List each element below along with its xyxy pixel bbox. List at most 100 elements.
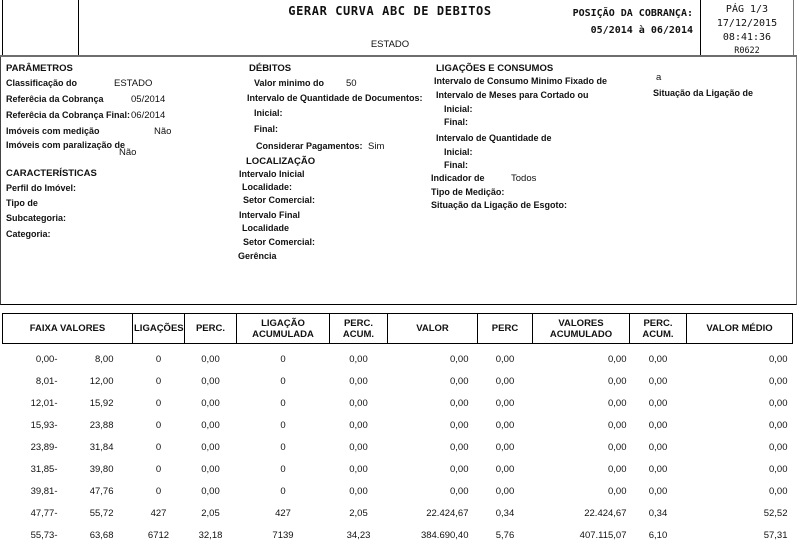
cell: 0,00 bbox=[608, 441, 627, 453]
section-ligacoes: LIGAÇÕES E CONSUMOS bbox=[436, 63, 554, 74]
field-meses-inicial-label: Inicial: bbox=[444, 104, 473, 114]
cell: 0,00 bbox=[648, 419, 668, 431]
cell: 0 bbox=[155, 397, 162, 409]
cell: 0,00 bbox=[201, 463, 220, 475]
cell-faixa-valores: 0,00- 8,00 bbox=[35, 353, 114, 365]
field-pagamentos-value: Sim bbox=[368, 141, 385, 152]
field-classificacao-value: ESTADO bbox=[114, 78, 153, 89]
field-consumo-minimo-value: a bbox=[656, 72, 662, 83]
cell: 0,00 bbox=[495, 485, 515, 497]
cell: 0,00 bbox=[349, 397, 368, 409]
table-row: 39,81- 47,76 0 0,00 0 0,00 0,00 0,00 0,00 0,00 0,0… bbox=[3, 483, 793, 505]
field-pagamentos: Considerar Pagamentos: Sim bbox=[238, 141, 429, 152]
cell: 0,00 bbox=[495, 441, 515, 453]
parametros-column: PARÂMETROS Classificação do ESTADO Refer… bbox=[6, 57, 238, 304]
col-header-perc2: PERC bbox=[477, 313, 533, 344]
field-indicador-value: Todos bbox=[511, 173, 537, 184]
col-header-perc: PERC. bbox=[184, 313, 237, 344]
ligacoes-column: LIGAÇÕES E CONSUMOS Intervalo de Consumo… bbox=[429, 57, 669, 304]
cell: 6712 bbox=[147, 529, 170, 541]
field-meses-cortado-label: Intervalo de Meses para Cortado ou bbox=[436, 90, 589, 100]
report-subtitle: ESTADO bbox=[370, 39, 410, 50]
cell: 0 bbox=[280, 419, 286, 431]
cell: 0,00 bbox=[495, 375, 515, 387]
debitos-column: DÉBITOS Valor minimo do 50 Intervalo de … bbox=[238, 57, 429, 304]
cell: 0,00 bbox=[201, 419, 220, 431]
cell: 0 bbox=[155, 441, 162, 453]
report-time: 08:41:36 bbox=[722, 32, 772, 43]
table-row: 55,73- 63,68 6712 32,18 7139 34,23 384.690,40 5… bbox=[3, 527, 793, 549]
cell: 0 bbox=[280, 397, 286, 409]
field-classificacao: Classificação do ESTADO bbox=[6, 78, 238, 89]
cell: 0,00 bbox=[769, 419, 788, 431]
cell: 0,00 bbox=[648, 485, 668, 497]
cell-faixa-valores: 12,01- 15,92 bbox=[30, 397, 114, 409]
cell: 0,00 bbox=[648, 375, 668, 387]
field-referencia-label: Referêcia da Cobrança bbox=[6, 94, 104, 104]
cell: 0,00 bbox=[450, 463, 469, 475]
field-situacao-ligacao-label: Situação da Ligação de bbox=[653, 88, 754, 98]
billing-position-block: POSIÇÃO DA COBRANÇA: 05/2014 à 06/2014 bbox=[573, 5, 693, 39]
cell: 0,00 bbox=[450, 419, 469, 431]
cell: 0,00 bbox=[648, 353, 668, 365]
cell-faixa-valores: 55,73- 63,68 bbox=[30, 529, 114, 541]
col-header-ligacao-acumulada: LIGAÇÃO ACUMULADA bbox=[236, 313, 330, 344]
field-referencia-final: Referêcia da Cobrança Final: 06/2014 bbox=[6, 110, 238, 121]
col-header-valor-medio: VALOR MÉDIO bbox=[686, 313, 793, 344]
field-intervalo-qtd-label: Intervalo de Quantidade de bbox=[436, 133, 552, 143]
field-qtd-final-label: Final: bbox=[444, 160, 468, 170]
field-meses-final-label: Final: bbox=[444, 117, 468, 127]
cell: 0,00 bbox=[608, 353, 627, 365]
cell: 0,00 bbox=[201, 441, 220, 453]
cell: 0,00 bbox=[349, 353, 368, 365]
cell: 427 bbox=[275, 507, 291, 519]
cell: 32,18 bbox=[198, 529, 223, 541]
cell: 0,00 bbox=[608, 375, 627, 387]
field-localidade-label: Localidade: bbox=[242, 182, 293, 192]
field-referencia-final-label: Referêcia da Cobrança Final: bbox=[6, 110, 131, 120]
field-medicao-value: Não bbox=[154, 126, 172, 137]
field-docs-inicial-label: Inicial: bbox=[254, 108, 283, 118]
cell: 427 bbox=[150, 507, 167, 519]
field-tipo-medicao-label: Tipo de Medição: bbox=[431, 187, 505, 197]
field-pagamentos-label: Considerar Pagamentos: bbox=[256, 141, 363, 151]
cell: 0,00 bbox=[349, 485, 368, 497]
cell: 0,00 bbox=[201, 375, 220, 387]
field-paralizacao-value: Não bbox=[119, 147, 137, 158]
field-intervalo-inicial-label: Intervalo Inicial bbox=[239, 169, 305, 179]
field-valor-minimo-label: Valor minimo do bbox=[254, 78, 325, 88]
col-header-faixa-valores: FAIXA VALORES bbox=[2, 313, 133, 344]
billing-position-value: 05/2014 à 06/2014 bbox=[590, 25, 693, 36]
field-intervalo-docs-label: Intervalo de Quantidade de Documentos: bbox=[247, 93, 423, 103]
cell-faixa-valores: 8,01- 12,00 bbox=[35, 375, 114, 387]
table-row: 12,01- 15,92 0 0,00 0 0,00 0,00 0,00 0,00 0,00 0,0… bbox=[3, 395, 793, 417]
table-row: 15,93- 23,88 0 0,00 0 0,00 0,00 0,00 0,00 0,00 0,0… bbox=[3, 417, 793, 439]
cell: 0 bbox=[280, 353, 286, 365]
cell-faixa-valores: 31,85- 39,80 bbox=[30, 463, 114, 475]
report-code: R0622 bbox=[734, 46, 760, 56]
field-medicao-label: Imóveis com medição bbox=[6, 126, 100, 136]
table-area: FAIXA VALORES LIGAÇÕES PERC. LIGAÇÃO ACU… bbox=[0, 305, 797, 549]
cell: 0,00 bbox=[608, 419, 627, 431]
cell: 0,00 bbox=[450, 353, 469, 365]
page-indicator: PÁG 1/3 bbox=[725, 4, 769, 15]
table-row: 8,01- 12,00 0 0,00 0 0,00 0,00 0,00 0,00 0,00 0,00 bbox=[3, 373, 793, 395]
cell: 0,00 bbox=[450, 375, 469, 387]
table-row: 47,77- 55,72 427 2,05 427 2,05 22.424,67 0,34 22… bbox=[3, 505, 793, 527]
logo-box bbox=[2, 0, 79, 55]
table-row: 23,89- 31,84 0 0,00 0 0,00 0,00 0,00 0,00 0,00 0,0… bbox=[3, 439, 793, 461]
col-header-perc-acum2: PERC. ACUM. bbox=[629, 313, 687, 344]
field-tipo-label: Tipo de bbox=[6, 198, 38, 208]
section-parametros: PARÂMETROS bbox=[6, 63, 73, 74]
cell: 0,00 bbox=[201, 353, 220, 365]
cell: 34,23 bbox=[346, 529, 371, 541]
cell: 0 bbox=[280, 463, 286, 475]
report-header: GERAR CURVA ABC DE DEBITOS ESTADO POSIÇÃ… bbox=[0, 0, 797, 57]
cell-faixa-valores: 23,89- 31,84 bbox=[30, 441, 114, 453]
field-setor-comercial2-label: Setor Comercial: bbox=[243, 237, 316, 247]
cell: 0,34 bbox=[495, 507, 515, 519]
cell: 0 bbox=[155, 375, 162, 387]
cell: 0,00 bbox=[201, 485, 220, 497]
cell: 0,00 bbox=[450, 441, 469, 453]
field-docs-final-label: Final: bbox=[254, 124, 278, 134]
